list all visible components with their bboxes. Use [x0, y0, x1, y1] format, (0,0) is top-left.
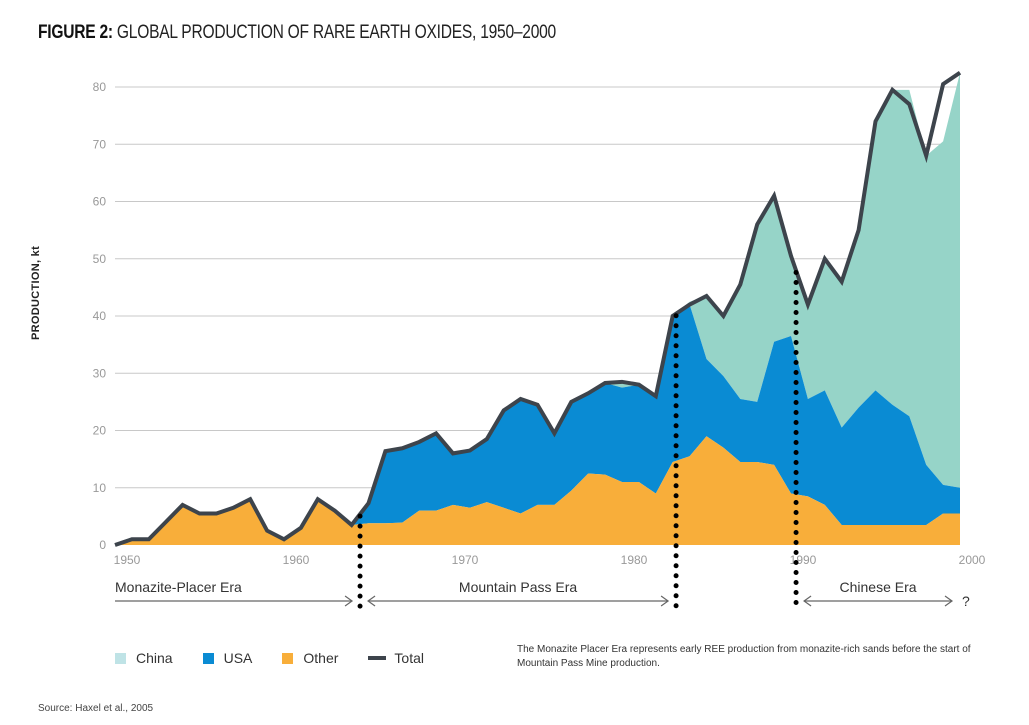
total-line-layer — [114, 71, 962, 547]
legend-label-other: Other — [303, 650, 339, 666]
era-label: Chinese Era — [840, 579, 917, 595]
usa-area — [115, 304, 960, 545]
total-line — [114, 71, 962, 547]
era-question-mark: ? — [962, 593, 970, 609]
era-label: Monazite-Placer Era — [115, 579, 242, 595]
stacked-areas — [115, 72, 960, 545]
figure-title-text: GLOBAL PRODUCTION OF RARE EARTH OXIDES, … — [112, 22, 556, 43]
figure-number: FIGURE 2: — [38, 22, 113, 43]
x-tick-label: 1950 — [114, 553, 141, 567]
legend: China USA Other Total — [115, 650, 454, 666]
legend-item-usa: USA — [202, 650, 253, 666]
y-tick-label: 60 — [93, 195, 107, 209]
china-swatch-icon — [115, 652, 126, 664]
era-dividers — [357, 269, 799, 613]
y-tick-label: 70 — [93, 137, 107, 151]
usa-swatch-icon — [202, 652, 214, 664]
other-area — [115, 436, 960, 545]
arrow-left-icon — [803, 595, 812, 607]
legend-item-china: China — [115, 650, 173, 666]
y-tick-label: 80 — [93, 80, 107, 94]
legend-label-usa: USA — [223, 650, 253, 666]
production-area-chart: 0 10 20 30 40 50 60 70 80 1950 1960 1970 1980 1990 20… — [93, 71, 986, 613]
y-tick-label: 0 — [99, 538, 106, 552]
x-tick-label: 1970 — [452, 553, 479, 567]
era-mountain-pass-era: Mountain Pass Era — [367, 579, 670, 607]
era-annotations: Monazite-Placer Era Mountain Pass Era Chin… — [115, 579, 970, 609]
legend-item-total: Total — [368, 650, 424, 666]
x-tick-label: 1960 — [283, 553, 310, 567]
y-tick-label: 30 — [93, 366, 107, 380]
x-tick-labels: 1950 1960 1970 1980 1990 2000 — [114, 553, 986, 567]
legend-label-total: Total — [394, 650, 424, 666]
arrow-right-icon — [344, 595, 354, 607]
y-tick-label: 10 — [93, 481, 107, 495]
figure-title: FIGURE 2: GLOBAL PRODUCTION OF RARE EART… — [38, 22, 556, 44]
arrow-left-icon — [367, 595, 376, 607]
x-tick-label: 1980 — [621, 553, 648, 567]
y-tick-label: 20 — [93, 424, 107, 438]
china-area — [115, 72, 960, 545]
era-note: The Monazite Placer Era represents early… — [517, 644, 971, 669]
era-chinese-era: Chinese Era? — [803, 579, 970, 609]
legend-label-china: China — [136, 650, 173, 666]
era-monazite-placer-era: Monazite-Placer Era — [115, 579, 354, 607]
total-line-swatch-icon — [368, 656, 387, 660]
y-tick-label: 40 — [93, 309, 107, 323]
legend-item-other: Other — [282, 650, 338, 666]
arrow-right-icon — [944, 595, 954, 607]
x-tick-label: 2000 — [959, 553, 986, 567]
other-swatch-icon — [282, 652, 294, 664]
y-tick-labels: 0 10 20 30 40 50 60 70 80 — [93, 80, 107, 552]
arrow-right-icon — [660, 595, 670, 607]
era-label: Mountain Pass Era — [459, 579, 577, 595]
y-tick-label: 50 — [93, 252, 107, 266]
x-tick-label: 1990 — [790, 553, 817, 567]
source-citation: Source: Haxel et al., 2005 — [38, 703, 154, 714]
